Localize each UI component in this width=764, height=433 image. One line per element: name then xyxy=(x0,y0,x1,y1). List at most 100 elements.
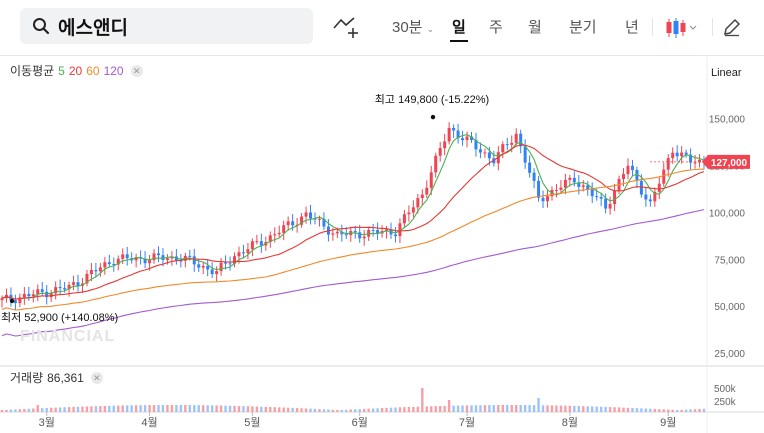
candle xyxy=(501,144,505,153)
volume-bar xyxy=(9,409,13,412)
tab-quarter[interactable]: 분기 xyxy=(569,19,597,36)
candlestick-type-icon[interactable] xyxy=(665,17,699,44)
price-chart[interactable]: 150,000125,000100,00075,00050,00025,000최… xyxy=(0,56,764,433)
interval-dropdown[interactable]: 30분 ⌄ xyxy=(392,16,434,37)
candle xyxy=(215,271,219,275)
close-icon[interactable]: ✕ xyxy=(130,64,143,77)
volume-bar xyxy=(134,405,138,412)
candle xyxy=(675,152,679,157)
volume-bar xyxy=(613,407,616,412)
candle xyxy=(94,270,98,272)
candle xyxy=(572,177,576,183)
candle xyxy=(165,258,169,261)
candle xyxy=(626,165,630,175)
volume-bar xyxy=(680,409,683,412)
volume-bar xyxy=(675,409,679,412)
candle xyxy=(98,267,102,272)
volume-bar xyxy=(175,405,178,412)
candle xyxy=(376,229,380,234)
ma5-line xyxy=(1,134,705,300)
candle xyxy=(590,189,594,197)
candle xyxy=(197,264,201,268)
volume-bar xyxy=(27,408,31,412)
candle xyxy=(250,241,254,250)
high-marker xyxy=(430,114,436,120)
volume-bar xyxy=(488,405,491,412)
search-box[interactable]: 에스앤디 xyxy=(20,8,313,44)
candle xyxy=(116,258,120,265)
volume-bar xyxy=(291,407,294,412)
volume-bar xyxy=(425,406,428,412)
volume-bar xyxy=(608,407,612,412)
candle xyxy=(156,253,160,256)
candle xyxy=(259,241,263,246)
volume-bar xyxy=(63,407,66,412)
volume-bar xyxy=(32,408,35,412)
drawing-tool-icon[interactable] xyxy=(333,15,359,44)
volume-bar xyxy=(573,405,576,412)
candle xyxy=(684,152,688,155)
high-annotation: 최고 149,800 (-15.22%) xyxy=(375,93,489,106)
volume-bar xyxy=(537,398,540,412)
candle xyxy=(291,221,295,226)
candle xyxy=(0,298,4,301)
candle xyxy=(49,293,53,298)
tab-month[interactable]: 월 xyxy=(528,19,542,36)
volume-bar xyxy=(519,405,522,412)
volume-bar xyxy=(210,405,214,412)
candle xyxy=(241,252,245,254)
search-input[interactable]: 에스앤디 xyxy=(58,17,128,39)
volume-tick-label: 500k xyxy=(714,384,737,395)
candle xyxy=(505,144,509,146)
candle xyxy=(586,185,590,190)
divider xyxy=(652,18,653,36)
volume-bar xyxy=(380,408,384,412)
candle xyxy=(523,146,527,163)
x-tick-label: 4월 xyxy=(141,416,157,429)
candle xyxy=(648,199,652,202)
volume-bar xyxy=(81,406,84,412)
candle xyxy=(300,216,304,225)
scale-toggle[interactable]: Linear xyxy=(711,67,742,79)
candle xyxy=(335,231,339,234)
candle xyxy=(554,189,558,191)
candle xyxy=(635,170,639,181)
x-tick-label: 7월 xyxy=(459,416,475,429)
volume-bar xyxy=(5,409,8,412)
volume-bar xyxy=(304,408,308,412)
volume-bar xyxy=(76,406,80,412)
volume-bar xyxy=(143,405,147,412)
candle xyxy=(541,197,545,202)
candle xyxy=(201,265,205,268)
x-tick-label: 6월 xyxy=(352,416,368,429)
volume-bar xyxy=(0,410,4,412)
tab-year[interactable]: 년 xyxy=(625,19,639,36)
candle xyxy=(76,282,80,286)
volume-bar xyxy=(564,405,567,412)
volume-bar xyxy=(452,405,455,412)
tab-week[interactable]: 주 xyxy=(489,19,503,36)
tab-day[interactable]: 일 xyxy=(450,16,468,42)
volume-bar xyxy=(438,405,442,412)
candle xyxy=(237,252,241,257)
ma60-line xyxy=(1,168,704,311)
candle xyxy=(40,289,44,292)
pencil-icon[interactable] xyxy=(722,17,742,42)
volume-bar xyxy=(479,405,482,412)
candle xyxy=(693,162,697,164)
volume-bar xyxy=(300,408,303,412)
volume-bar xyxy=(197,405,200,412)
candle xyxy=(340,231,344,235)
volume-bar xyxy=(671,409,674,412)
watermark: FINANCIAL xyxy=(20,328,116,345)
candle xyxy=(170,256,174,259)
volume-bar xyxy=(662,409,665,412)
candle xyxy=(13,300,17,304)
volume-bar xyxy=(403,407,406,412)
x-tick-label: 3월 xyxy=(39,416,55,429)
volume-bar xyxy=(161,405,165,412)
volume-bar xyxy=(139,405,142,412)
volume-bar xyxy=(626,407,630,412)
volume-bar xyxy=(58,407,62,412)
close-icon[interactable]: ✕ xyxy=(90,371,103,384)
